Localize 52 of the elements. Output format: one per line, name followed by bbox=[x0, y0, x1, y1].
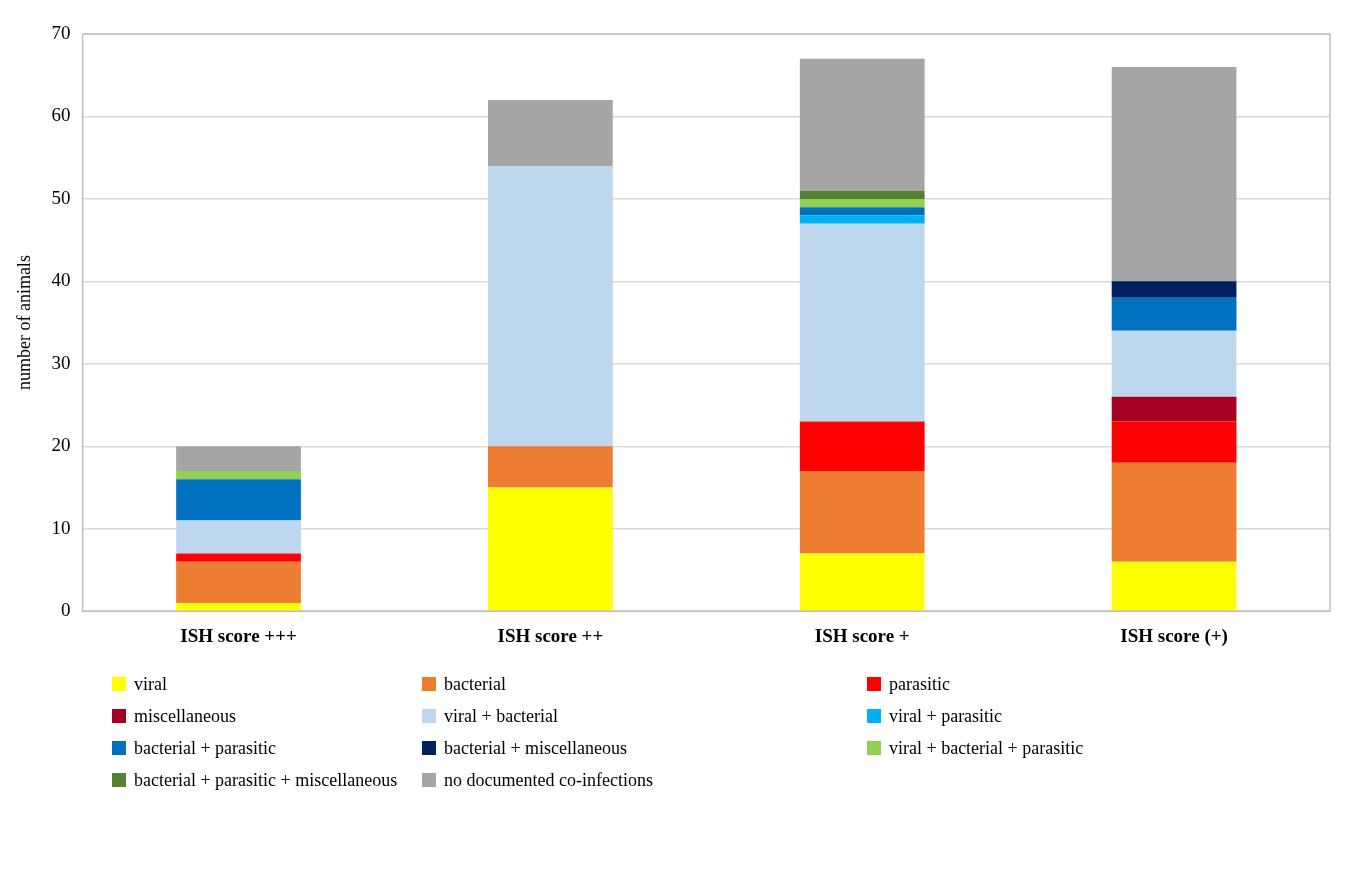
y-tick-label: 50 bbox=[51, 186, 71, 208]
bar bbox=[176, 561, 301, 603]
bar bbox=[1111, 66, 1237, 282]
bar bbox=[1111, 561, 1237, 611]
bar bbox=[176, 553, 301, 562]
bar bbox=[799, 553, 925, 611]
bar bbox=[1111, 330, 1237, 397]
legend-label: bacterial + parasitic + miscellaneous bbox=[134, 769, 398, 791]
bar bbox=[1111, 421, 1237, 463]
bar bbox=[176, 602, 301, 611]
bar bbox=[176, 520, 301, 554]
bar bbox=[488, 99, 613, 166]
y-tick-label: 0 bbox=[61, 599, 71, 621]
y-tick-label: 70 bbox=[51, 21, 71, 43]
bar bbox=[1111, 462, 1237, 562]
bar bbox=[1111, 281, 1237, 298]
bar bbox=[176, 479, 301, 521]
y-tick-label: 60 bbox=[51, 104, 71, 126]
y-tick-label: 10 bbox=[51, 516, 71, 538]
bar bbox=[488, 487, 613, 611]
legend-label: viral + parasitic bbox=[889, 705, 1003, 727]
x-tick-label: ISH score + bbox=[814, 624, 910, 646]
bar bbox=[488, 446, 613, 488]
bar bbox=[799, 471, 925, 554]
bar bbox=[799, 421, 925, 472]
y-axis-title: number of animals bbox=[13, 255, 34, 391]
bar bbox=[799, 58, 925, 191]
bar bbox=[799, 207, 925, 216]
y-tick-label: 30 bbox=[51, 351, 71, 373]
legend-label: bacterial bbox=[444, 673, 506, 695]
x-tick-label: ISH score (+) bbox=[1120, 624, 1228, 647]
x-tick-label: ISH score ++ bbox=[497, 624, 604, 646]
bar bbox=[799, 215, 925, 224]
legend-label: viral bbox=[134, 673, 167, 695]
legend-label: miscellaneous bbox=[134, 705, 236, 727]
bar bbox=[1111, 297, 1237, 331]
legend-label: bacterial + parasitic bbox=[134, 737, 277, 759]
y-tick-label: 40 bbox=[51, 269, 71, 291]
legend-label: parasitic bbox=[889, 673, 950, 695]
bar bbox=[176, 446, 301, 472]
legend-label: viral + bacterial bbox=[444, 705, 559, 727]
x-tick-label: ISH score +++ bbox=[180, 624, 297, 646]
bar bbox=[1111, 396, 1237, 422]
legend-label: bacterial + miscellaneous bbox=[444, 737, 628, 759]
bar bbox=[799, 190, 925, 199]
bar bbox=[799, 198, 925, 208]
bar bbox=[488, 165, 613, 447]
bar bbox=[799, 223, 925, 422]
y-tick-label: 20 bbox=[51, 434, 71, 456]
legend-label: viral + bacterial + parasitic bbox=[889, 737, 1084, 759]
bar bbox=[176, 471, 301, 480]
legend-label: no documented co-infections bbox=[444, 769, 653, 791]
